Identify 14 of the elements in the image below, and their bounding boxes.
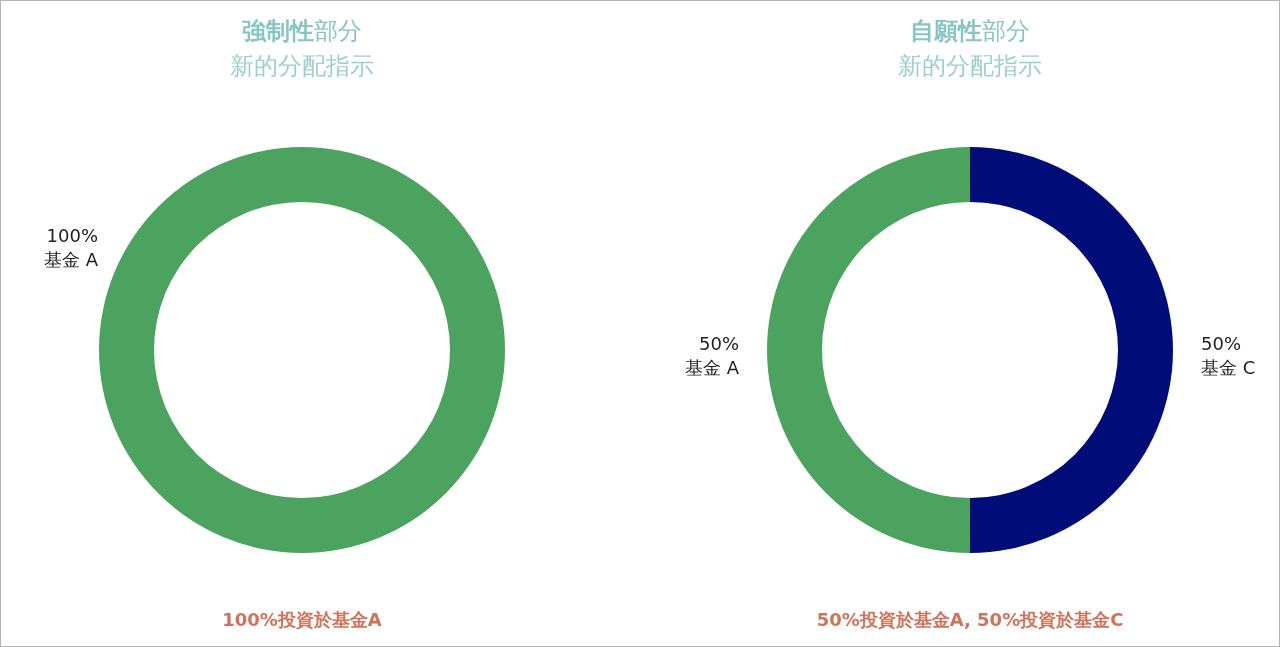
slice-label: 基金 A	[43, 248, 99, 270]
donut-slice	[970, 147, 1173, 553]
slice-label: 基金 C	[1201, 357, 1256, 378]
text: 100%投資於基金A	[222, 609, 382, 630]
data-label: 50%	[1201, 333, 1242, 354]
chart-title: 自願性部分	[910, 17, 1030, 45]
text: 50%投資於基金A, 50%投資於基金C	[816, 609, 1124, 630]
chart-subtitle: 新的分配指示	[230, 52, 374, 80]
data-label: 100%	[46, 224, 99, 246]
chart-title: 強制性部分	[242, 17, 362, 45]
donut-slice	[767, 147, 970, 553]
slice-label: 基金 A	[684, 357, 740, 378]
chart-subtitle: 新的分配指示	[898, 52, 1042, 80]
data-label: 50%	[698, 333, 739, 354]
